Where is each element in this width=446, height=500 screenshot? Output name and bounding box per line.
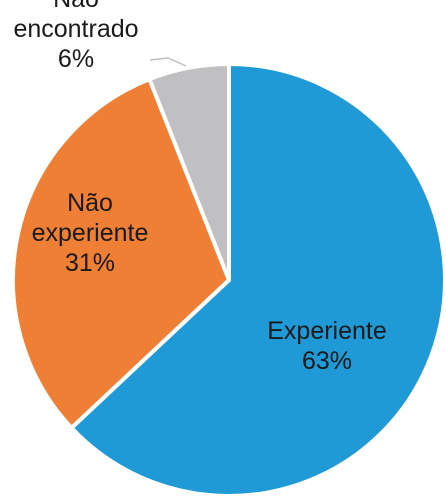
pie-labels: Experiente63%Nãoexperiente31%Nãoencontra… (13, 0, 386, 375)
slice-label-line: 31% (65, 249, 115, 277)
slice-label-nao-experiente: Não experiente 31% (32, 189, 149, 277)
slice-label-line: encontrado (13, 15, 138, 43)
slice-label-experiente: Experiente 63% (267, 317, 387, 375)
pie-slice-nao-encontrado (147, 62, 231, 282)
slice-label-line: Não (53, 0, 99, 13)
leader-line-nao-encontrado (149, 57, 187, 67)
pie-slices (11, 62, 446, 498)
slice-label-line: Não (67, 189, 113, 217)
pie-slice-experiente (69, 62, 446, 498)
slice-label-line: Experiente (267, 317, 387, 345)
slice-label-line: 6% (58, 45, 94, 73)
slice-label-line: 63% (302, 347, 352, 375)
leader-lines (149, 57, 187, 67)
pie-slice-nao-experiente (11, 77, 231, 430)
slice-label-line: experiente (32, 219, 149, 247)
